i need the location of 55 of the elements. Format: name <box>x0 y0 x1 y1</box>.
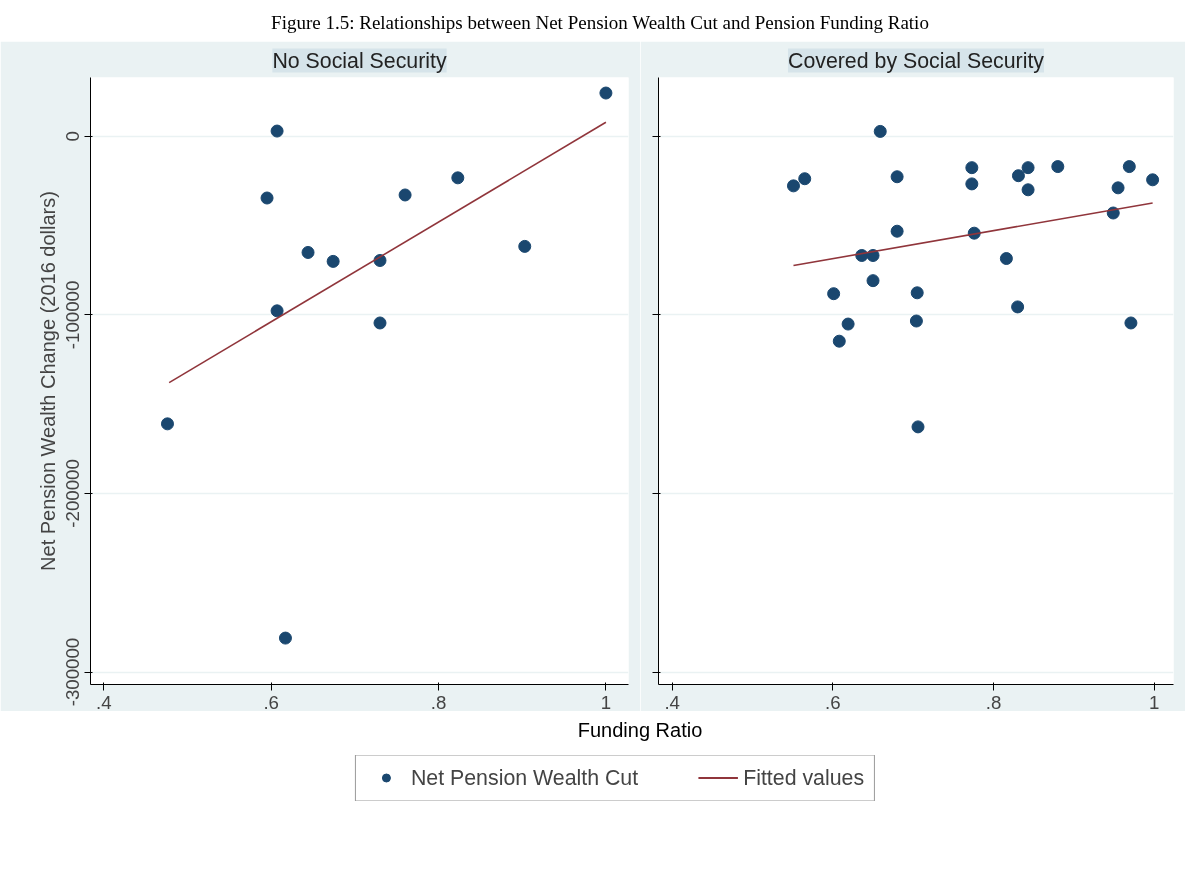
point <box>798 172 812 186</box>
point <box>398 188 412 202</box>
point <box>260 191 274 205</box>
point <box>326 255 340 269</box>
x-tick-label: .6 <box>263 691 280 713</box>
point <box>910 286 924 300</box>
point <box>278 631 292 645</box>
chart-title: Figure 1.5: Relationships between Net Pension Wealth Cut and Pension Funding Ratio <box>271 11 929 35</box>
point <box>160 417 174 431</box>
point <box>270 304 284 318</box>
y-tick-label: -200000 <box>62 459 84 528</box>
x-tick-label: .4 <box>664 691 680 713</box>
point <box>827 287 841 301</box>
point <box>1051 160 1065 174</box>
point <box>965 161 979 175</box>
point <box>373 316 387 330</box>
legend-label: Fitted values <box>743 765 865 791</box>
point <box>890 224 904 238</box>
point <box>1146 173 1160 187</box>
x-tick-label: .8 <box>985 691 1002 713</box>
point <box>866 274 880 288</box>
chart-subtitle: No Social Security <box>272 48 447 73</box>
point <box>786 179 800 193</box>
y-tick-label: -300000 <box>62 637 84 707</box>
point <box>873 125 887 139</box>
point <box>1021 183 1035 197</box>
point <box>832 334 846 348</box>
y-tick-label: -100000 <box>62 280 84 350</box>
x-tick-label: 1 <box>1149 691 1160 713</box>
point <box>599 86 613 100</box>
y-axis-title: Net Pension Wealth Change (2016 dollars) <box>36 191 59 572</box>
point <box>890 170 904 184</box>
point <box>1111 181 1125 195</box>
x-tick-label: .6 <box>825 691 841 713</box>
x-tick-label: .4 <box>96 691 112 713</box>
point <box>911 420 925 434</box>
legend-label: Net Pension Wealth Cut <box>410 765 639 791</box>
x-tick-label: 1 <box>600 691 612 713</box>
point <box>451 171 465 185</box>
point <box>270 124 284 138</box>
x-axis-title: Funding Ratio <box>577 718 703 744</box>
point <box>1021 161 1035 175</box>
point <box>999 252 1013 266</box>
point <box>518 240 532 254</box>
chart-subtitle: Covered by Social Security <box>787 48 1045 73</box>
point <box>909 314 923 328</box>
point <box>1124 316 1138 330</box>
point <box>1011 169 1025 183</box>
point <box>301 246 315 260</box>
point <box>1122 160 1136 174</box>
point <box>965 177 979 191</box>
y-tick-label: 0 <box>62 131 84 142</box>
point <box>1011 300 1025 314</box>
point <box>841 317 855 331</box>
x-tick-label: .8 <box>430 691 447 713</box>
